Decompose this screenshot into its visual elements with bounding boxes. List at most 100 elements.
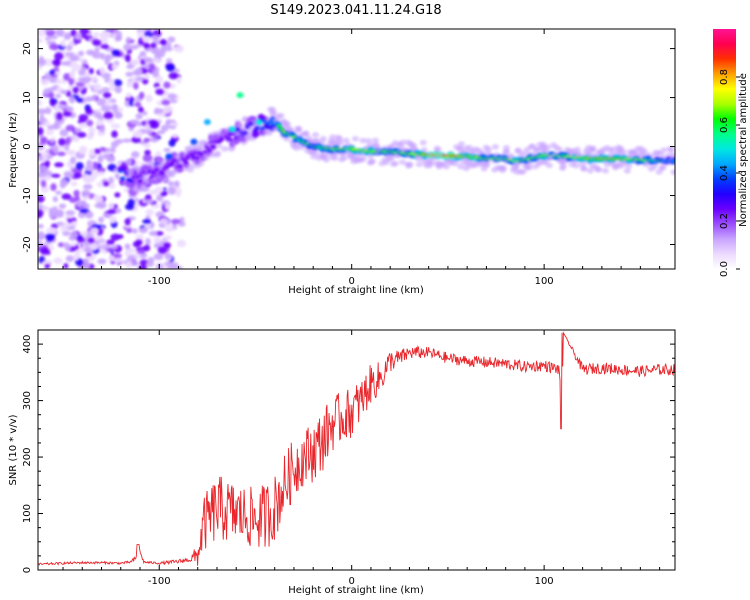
heatmap-cell [38, 29, 47, 37]
heatmap-cell [126, 81, 134, 88]
heatmap-cell [38, 172, 47, 178]
heatmap-cell [114, 192, 121, 198]
heatmap-cell [164, 253, 172, 259]
heatmap-cell [148, 119, 158, 125]
heatmap-cell [165, 153, 173, 160]
snr-panel: -100 0 100 0 100 200 300 400 Height of straigh… [8, 329, 676, 596]
heatmap-cell [110, 123, 121, 129]
heatmap-cell [77, 200, 87, 207]
heatmap-cell [138, 265, 148, 269]
heatmap-cell [507, 153, 515, 160]
heatmap-cell [38, 209, 44, 218]
heatmap-cell [102, 212, 112, 219]
heatmap-cell [92, 194, 101, 200]
heatmap-cell [81, 262, 91, 269]
heatmap-cell [61, 193, 72, 200]
heatmap-cell [81, 258, 89, 264]
heatmap-cell [49, 139, 55, 144]
heatmap-cell [108, 202, 115, 210]
heatmap-cell [138, 91, 145, 100]
heatmap-y-tick-label: -10 [22, 187, 33, 203]
heatmap-cell [336, 140, 344, 146]
heatmap-cell [61, 79, 68, 84]
heatmap-cell [85, 49, 96, 56]
heatmap-cell [81, 189, 91, 197]
heatmap-cell [96, 98, 107, 106]
heatmap-cell [144, 198, 154, 205]
heatmap-cell [113, 257, 123, 264]
heatmap-cell [38, 99, 43, 107]
heatmap-cell [126, 36, 132, 42]
heatmap-cell [667, 146, 675, 153]
heatmap-cell [73, 135, 80, 143]
heatmap-cell [163, 147, 171, 153]
heatmap-cell [359, 137, 367, 144]
heatmap-cell [99, 126, 106, 133]
heatmap-cell [126, 227, 132, 234]
heatmap-cell [163, 90, 169, 96]
heatmap-cell [88, 126, 96, 134]
heatmap-cell [70, 156, 77, 164]
heatmap-cell [153, 133, 160, 139]
heatmap-cell [159, 39, 167, 46]
heatmap-cell [586, 167, 594, 174]
heatmap-cell [359, 156, 367, 162]
heatmap-cell [142, 219, 152, 224]
heatmap-cell [111, 130, 118, 138]
heatmap-cell [76, 237, 85, 243]
heatmap-cell [131, 151, 140, 158]
heatmap-cell [55, 190, 63, 195]
heatmap-cell [75, 162, 84, 170]
heatmap-cell [544, 144, 552, 151]
heatmap-cell [228, 126, 236, 133]
heatmap-cell [221, 146, 229, 152]
heatmap-cell [145, 237, 151, 246]
heatmap-cell [276, 124, 281, 127]
heatmap-cell [312, 132, 320, 138]
heatmap-cell [70, 242, 77, 248]
heatmap-cell [619, 149, 627, 155]
heatmap-cell [156, 194, 164, 202]
heatmap-cell [48, 227, 57, 234]
heatmap-cell [104, 100, 113, 107]
heatmap-cell [502, 149, 510, 156]
heatmap-cell [43, 88, 53, 93]
colorbar-label: Normalized spectral amplitude [738, 73, 749, 227]
heatmap-cell [124, 160, 132, 167]
heatmap-cell [81, 65, 87, 72]
heatmap-cell [41, 260, 52, 265]
heatmap-cell [60, 224, 68, 233]
heatmap-cell [138, 227, 148, 234]
heatmap-cell [163, 81, 171, 89]
heatmap-cell [176, 239, 187, 248]
heatmap-cell [90, 243, 98, 251]
heatmap-cell [342, 137, 350, 144]
heatmap-cell [594, 166, 602, 173]
heatmap-cell [420, 147, 428, 153]
heatmap-cell [70, 181, 78, 187]
heatmap-cell [178, 164, 183, 168]
heatmap-cell [97, 167, 106, 173]
heatmap-cell [65, 44, 73, 51]
heatmap-cell [93, 83, 102, 92]
snr-x-label: Height of straight line (km) [288, 585, 424, 596]
snr-y-tick-label: 300 [22, 391, 33, 410]
heatmap-cell [154, 107, 160, 114]
heatmap-cell [183, 160, 189, 164]
snr-y-tick-label: 200 [22, 448, 33, 467]
heatmap-cell [108, 176, 114, 184]
heatmap-cell [69, 61, 78, 69]
heatmap-cell [580, 165, 588, 172]
heatmap-cell [123, 223, 132, 229]
heatmap-cell [95, 108, 101, 113]
heatmap-cell [206, 148, 212, 152]
heatmap-cell [40, 151, 50, 157]
heatmap-cell [153, 253, 164, 261]
heatmap-cell [102, 92, 112, 99]
heatmap-cell [295, 126, 303, 132]
heatmap-cell [60, 89, 69, 95]
heatmap-cell [124, 203, 135, 210]
colorbar-tick-label: 0.6 [719, 117, 730, 133]
heatmap-cell [54, 52, 64, 61]
